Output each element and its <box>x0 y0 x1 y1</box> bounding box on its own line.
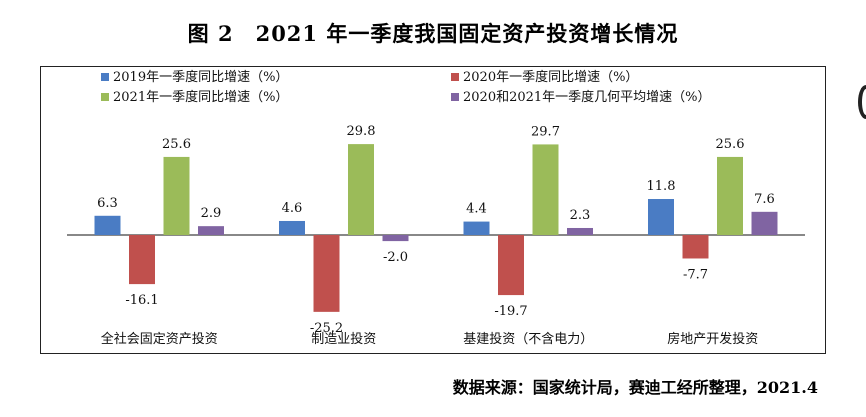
data-label-3-series-4: 2.3 <box>570 208 591 223</box>
legend-label-4: 2020和2021年一季度几何平均增速（%） <box>463 89 711 105</box>
data-label-4-series-1: 11.8 <box>647 179 676 194</box>
chart-frame: 2019年一季度同比增速（%） 2020年一季度同比增速（%） 2021年一季度同比… <box>40 66 826 354</box>
source-note: 数据来源：国家统计局，赛迪工经所整理，2021.4 <box>452 378 818 397</box>
data-label-2-series-4: -2.0 <box>383 250 408 265</box>
legend-swatch-2 <box>451 73 459 81</box>
page-title: 图 2 2021 年一季度我国固定资产投资增长情况 <box>187 21 679 46</box>
legend-swatch-1 <box>101 73 109 81</box>
data-label-2-series-2: -25.2 <box>310 321 343 336</box>
bar-1-series-2 <box>129 235 155 285</box>
edge-decoration <box>858 85 866 119</box>
bar-4-series-3 <box>717 156 743 235</box>
category-label-1: 全社会固定资产投资 <box>101 331 218 347</box>
bar-chart: 2019年一季度同比增速（%） 2020年一季度同比增速（%） 2021年一季度同比… <box>67 69 805 347</box>
data-label-3-series-3: 29.7 <box>531 124 560 139</box>
data-label-1-series-1: 6.3 <box>97 196 118 211</box>
category-label-4: 房地产开发投资 <box>667 331 758 347</box>
bar-2-series-3 <box>348 144 374 235</box>
bar-2-series-2 <box>313 235 340 312</box>
legend-label-3: 2021年一季度同比增速（%） <box>113 89 288 105</box>
data-label-3-series-2: -19.7 <box>494 304 527 319</box>
data-label-4-series-3: 25.6 <box>716 137 745 152</box>
data-label-2-series-3: 29.8 <box>347 124 376 139</box>
data-label-1-series-2: -16.1 <box>125 293 158 308</box>
bar-3-series-1 <box>463 221 490 235</box>
data-label-1-series-3: 25.6 <box>162 137 191 152</box>
bar-2-series-1 <box>279 220 305 235</box>
category-label-3: 基建投资（不含电力） <box>463 331 593 347</box>
category-label-2: 制造业投资 <box>311 331 376 347</box>
bar-4-series-1 <box>648 199 674 235</box>
data-label-1-series-4: 2.9 <box>201 206 222 221</box>
data-label-4-series-2: -7.7 <box>683 267 708 282</box>
legend-swatch-3 <box>101 93 109 101</box>
bar-1-series-1 <box>94 215 121 235</box>
bar-3-series-3 <box>532 144 559 235</box>
bar-3-series-2 <box>498 235 524 296</box>
bar-2-series-4 <box>382 235 409 242</box>
bar-3-series-4 <box>567 227 593 235</box>
bar-1-series-4 <box>198 226 224 235</box>
bar-4-series-4 <box>751 211 778 235</box>
legend-swatch-4 <box>451 93 459 101</box>
data-label-3-series-1: 4.4 <box>466 202 487 217</box>
bar-4-series-2 <box>682 235 709 259</box>
bar-1-series-3 <box>163 156 190 235</box>
data-label-2-series-1: 4.6 <box>282 201 303 216</box>
legend-label-1: 2019年一季度同比增速（%） <box>113 69 288 85</box>
data-label-4-series-4: 7.6 <box>754 192 775 207</box>
legend-label-2: 2020年一季度同比增速（%） <box>463 69 638 85</box>
